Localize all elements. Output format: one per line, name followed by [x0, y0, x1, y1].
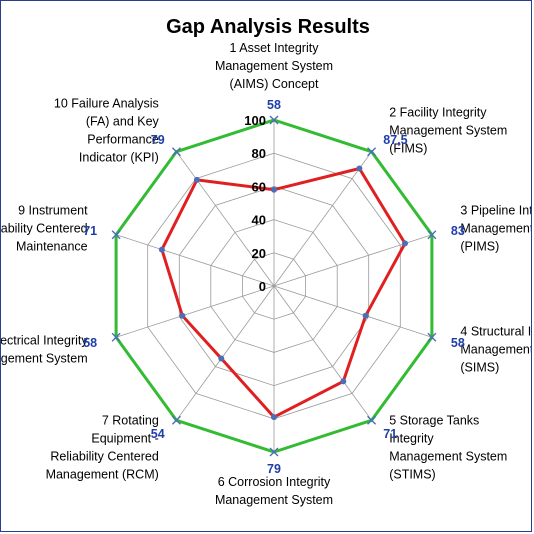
chart-title: Gap Analysis Results: [166, 16, 370, 38]
data-point: [179, 312, 186, 319]
data-label: 83: [451, 224, 465, 238]
data-label: 58: [451, 336, 465, 350]
category-label: 1 Asset Integrity Management System (AIMS)…: [215, 41, 333, 91]
tick-label: 40: [252, 213, 266, 228]
series-marker: [269, 115, 279, 125]
radial-tick-labels: 0 20 40 60 80 100: [244, 113, 266, 294]
series-marker: [367, 415, 377, 425]
category-label: 6 Corrosion Integrity Management System: [215, 475, 333, 507]
spoke-line: [273, 151, 372, 287]
spoke-line: [273, 234, 433, 287]
category-label: 7 Rotating Equipment -Reliability Centere…: [46, 414, 159, 482]
data-label: 71: [383, 427, 397, 441]
radar-series: [111, 115, 437, 457]
series-marker: [171, 147, 181, 157]
spoke-line: [273, 285, 372, 421]
spoke-line: [176, 151, 275, 287]
tick-label: 60: [252, 179, 266, 194]
data-point: [402, 240, 408, 247]
data-label: 87,5: [383, 133, 407, 147]
series-marker: [171, 415, 181, 425]
radar-grid: [115, 120, 433, 452]
data-label: 79: [151, 133, 165, 147]
data-point: [356, 165, 363, 172]
category-label: 5 Storage Tanks Integrity Management Syste…: [389, 414, 507, 482]
data-label: 58: [83, 336, 97, 350]
data-label: 58: [267, 98, 281, 112]
data-point: [218, 355, 225, 362]
series-marker: [367, 147, 377, 157]
series-marker: [111, 332, 121, 342]
data-point: [158, 246, 165, 253]
series-marker: [111, 230, 121, 240]
category-label: 2 Facility Integrity Management System (FI…: [389, 105, 507, 155]
spoke-line: [115, 285, 275, 338]
category-label: 10 Failure Analysis (FA) and Key Performan…: [54, 96, 160, 164]
category-label: 9 InstrumentReliability CenteredMaintena…: [1, 203, 88, 253]
data-label: 71: [83, 224, 97, 238]
category-labels: 1 Asset Integrity Management System (AIMS)…: [1, 41, 532, 507]
spoke-line: [273, 285, 433, 338]
series-marker: [269, 447, 279, 457]
tick-label: 100: [244, 113, 266, 128]
tick-label: 80: [252, 146, 266, 161]
tick-label: 0: [259, 279, 266, 294]
tick-label: 20: [252, 246, 266, 261]
series-marker: [427, 332, 437, 342]
data-label: 79: [267, 462, 281, 476]
data-point: [271, 414, 277, 421]
data-labels: 58 87,5 83 58 71 79 54 58 71 79: [83, 98, 465, 476]
data-point: [362, 312, 369, 319]
data-point: [340, 378, 347, 385]
spoke-line: [176, 285, 275, 421]
data-label: 54: [151, 427, 165, 441]
data-point: [193, 176, 200, 183]
data-point: [271, 186, 277, 193]
series-marker: [427, 230, 437, 240]
spoke-line: [115, 234, 275, 287]
